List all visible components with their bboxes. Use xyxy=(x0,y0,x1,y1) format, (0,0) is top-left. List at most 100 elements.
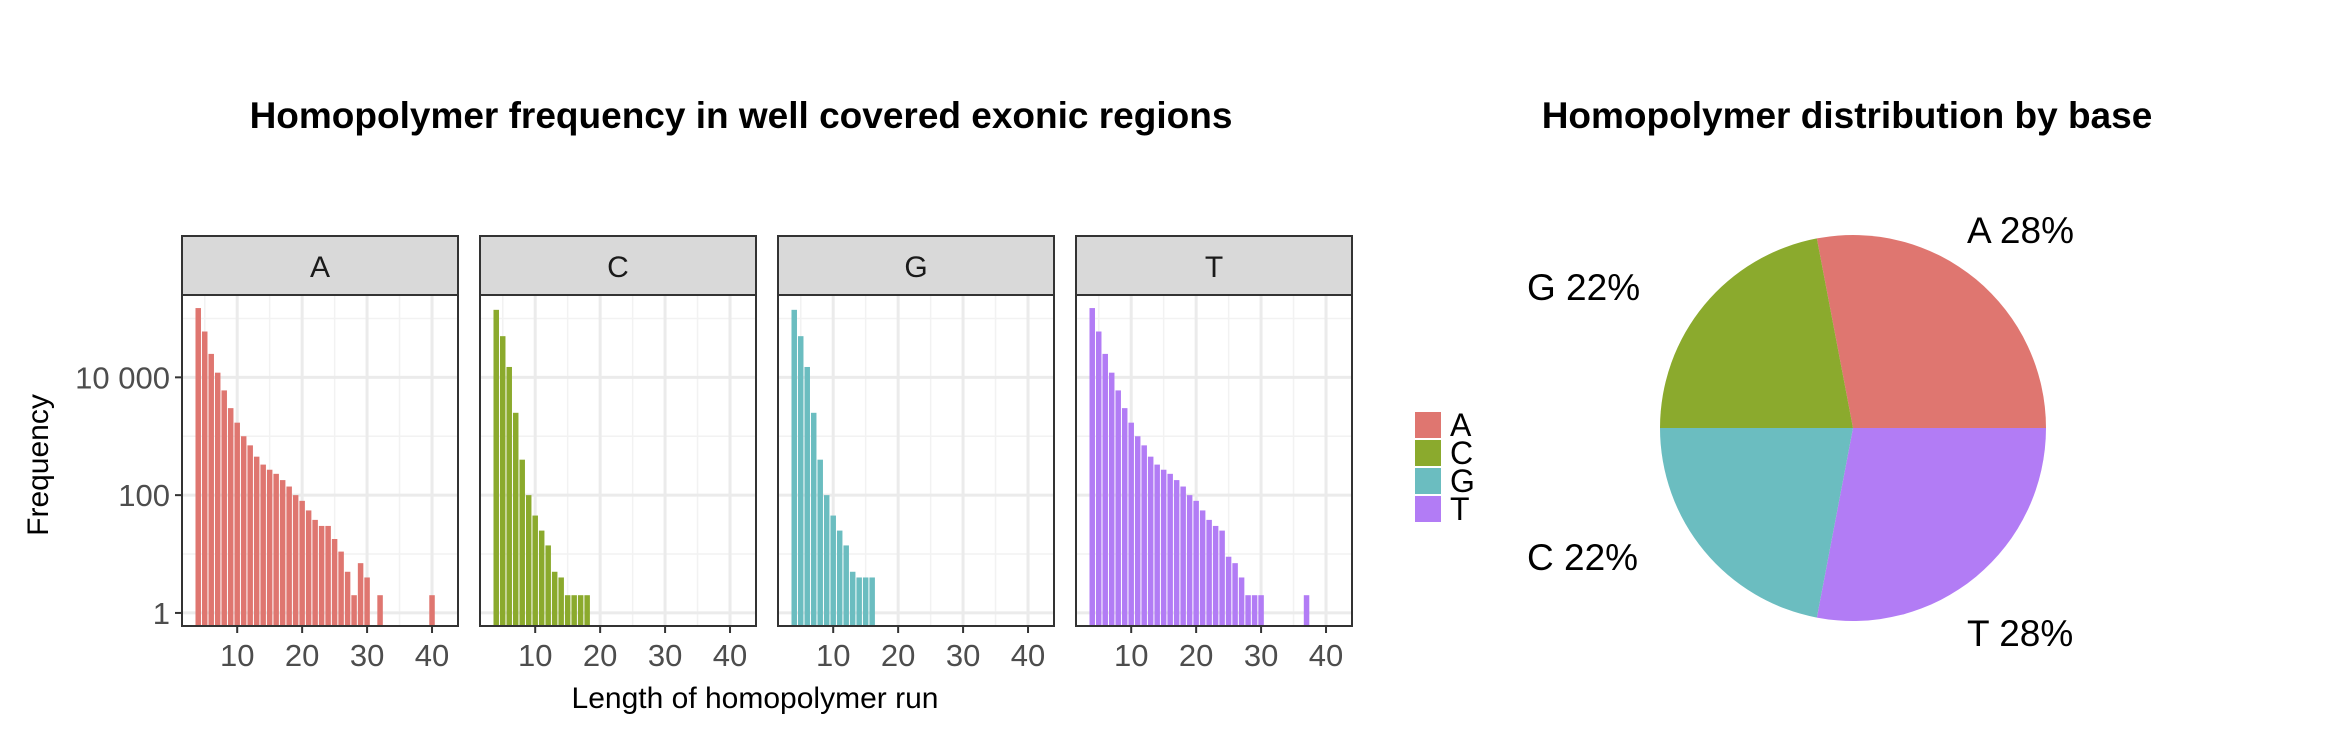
facet-strip xyxy=(181,235,459,296)
legend-key-A xyxy=(1415,412,1441,438)
bar-G-9 xyxy=(823,495,830,626)
facet-panel-border xyxy=(479,294,757,627)
bar-T-37 xyxy=(1303,595,1310,626)
facet-panels: A 10 20 30 40 1 100 10 000 C 10 20 30 40 G 10 20 30 40 T 10… xyxy=(75,235,1353,673)
y-tick-label: 1 xyxy=(153,596,170,631)
bar-T-20 xyxy=(1193,500,1199,626)
x-tick-label: 40 xyxy=(1011,638,1045,673)
bar-G-14 xyxy=(856,577,862,626)
pie-label-T: T 28% xyxy=(1967,613,2073,654)
pie-slice-C xyxy=(1659,428,1853,618)
bar-G-8 xyxy=(817,459,823,626)
bar-C-10 xyxy=(532,515,538,626)
x-tick-label: 30 xyxy=(946,638,980,673)
x-tick-label: 10 xyxy=(518,638,552,673)
bar-C-11 xyxy=(538,530,545,626)
bar-T-27 xyxy=(1238,577,1245,626)
bar-A-13 xyxy=(253,456,260,626)
bar-A-22 xyxy=(312,519,318,626)
legend-key-G xyxy=(1415,468,1441,494)
bar-C-4 xyxy=(493,309,499,626)
bar-C-18 xyxy=(584,595,590,626)
x-tick-label: 30 xyxy=(1244,638,1278,673)
legend-label-T: T xyxy=(1450,491,1470,527)
bar-G-10 xyxy=(830,515,836,626)
bar-G-7 xyxy=(810,412,817,626)
y-axis-title: Frequency xyxy=(22,394,55,536)
pie-label-A: A 28% xyxy=(1967,210,2074,251)
bar-C-7 xyxy=(512,412,519,626)
bar-A-17 xyxy=(279,480,286,626)
bar-T-6 xyxy=(1102,353,1108,626)
facet-panel-border xyxy=(1075,294,1353,627)
bar-A-8 xyxy=(221,390,227,626)
x-tick-label: 10 xyxy=(220,638,254,673)
pie-chart: A 28% T 28% C 22% G 22% xyxy=(1527,210,2074,654)
facet-strip xyxy=(1075,235,1353,296)
bar-C-17 xyxy=(577,595,584,626)
bar-A-20 xyxy=(299,500,305,626)
bar-A-12 xyxy=(247,445,253,626)
bar-T-18 xyxy=(1180,486,1186,626)
bar-C-12 xyxy=(545,545,551,626)
bar-T-26 xyxy=(1232,563,1238,626)
bar-A-28 xyxy=(351,595,357,626)
bar-T-22 xyxy=(1206,519,1212,626)
x-tick-label: 20 xyxy=(881,638,915,673)
x-tick-label: 20 xyxy=(1179,638,1213,673)
pie-slice-A xyxy=(1816,235,2046,428)
bar-C-8 xyxy=(519,459,525,626)
bar-chart-title: Homopolymer frequency in well covered ex… xyxy=(250,95,1233,136)
bar-A-6 xyxy=(208,353,214,626)
bar-A-27 xyxy=(344,571,351,626)
bar-G-6 xyxy=(804,366,810,626)
legend-key-C xyxy=(1415,440,1441,466)
facet-C: C 10 20 30 40 xyxy=(479,235,757,673)
bar-C-9 xyxy=(525,495,532,626)
legend-label-A: A xyxy=(1450,407,1472,443)
bar-T-19 xyxy=(1186,495,1193,626)
x-tick-label: 40 xyxy=(415,638,449,673)
bar-T-25 xyxy=(1225,556,1232,626)
x-tick-label: 40 xyxy=(1309,638,1343,673)
bar-A-10 xyxy=(234,422,240,626)
pie-label-C: C 22% xyxy=(1527,537,1638,578)
x-axis-title: Length of homopolymer run xyxy=(572,682,939,715)
facet-strip-label: T xyxy=(1205,251,1223,284)
bar-G-4 xyxy=(791,309,797,626)
bar-T-10 xyxy=(1128,422,1134,626)
x-tick-label: 10 xyxy=(1114,638,1148,673)
x-tick-label: 40 xyxy=(713,638,747,673)
bar-G-5 xyxy=(797,336,804,626)
bar-T-11 xyxy=(1134,436,1141,626)
bar-A-23 xyxy=(318,525,325,626)
bar-T-23 xyxy=(1212,525,1219,626)
bar-T-28 xyxy=(1245,595,1251,626)
pie-chart-title: Homopolymer distribution by base xyxy=(1542,95,2153,136)
x-tick-label: 10 xyxy=(816,638,850,673)
bar-A-4 xyxy=(195,308,201,626)
bar-A-26 xyxy=(338,551,344,626)
bar-A-21 xyxy=(305,510,312,626)
bar-A-30 xyxy=(364,577,370,626)
bar-T-7 xyxy=(1108,372,1115,626)
bar-T-9 xyxy=(1121,408,1128,626)
bar-A-5 xyxy=(201,331,208,626)
bar-A-16 xyxy=(273,473,279,626)
bar-A-11 xyxy=(240,436,247,626)
bar-G-13 xyxy=(849,571,856,626)
x-tick-label: 20 xyxy=(583,638,617,673)
facet-strip xyxy=(777,235,1055,296)
bar-C-15 xyxy=(564,595,571,626)
bar-A-7 xyxy=(214,372,221,626)
bar-T-12 xyxy=(1141,445,1147,626)
facet-A: A 10 20 30 40 1 100 10 000 xyxy=(75,235,459,673)
bar-T-13 xyxy=(1147,456,1154,626)
bar-C-5 xyxy=(499,336,506,626)
bar-A-18 xyxy=(286,486,292,626)
facet-G: G 10 20 30 40 xyxy=(777,235,1055,673)
y-tick-label: 100 xyxy=(118,478,170,513)
bar-C-6 xyxy=(506,366,512,626)
